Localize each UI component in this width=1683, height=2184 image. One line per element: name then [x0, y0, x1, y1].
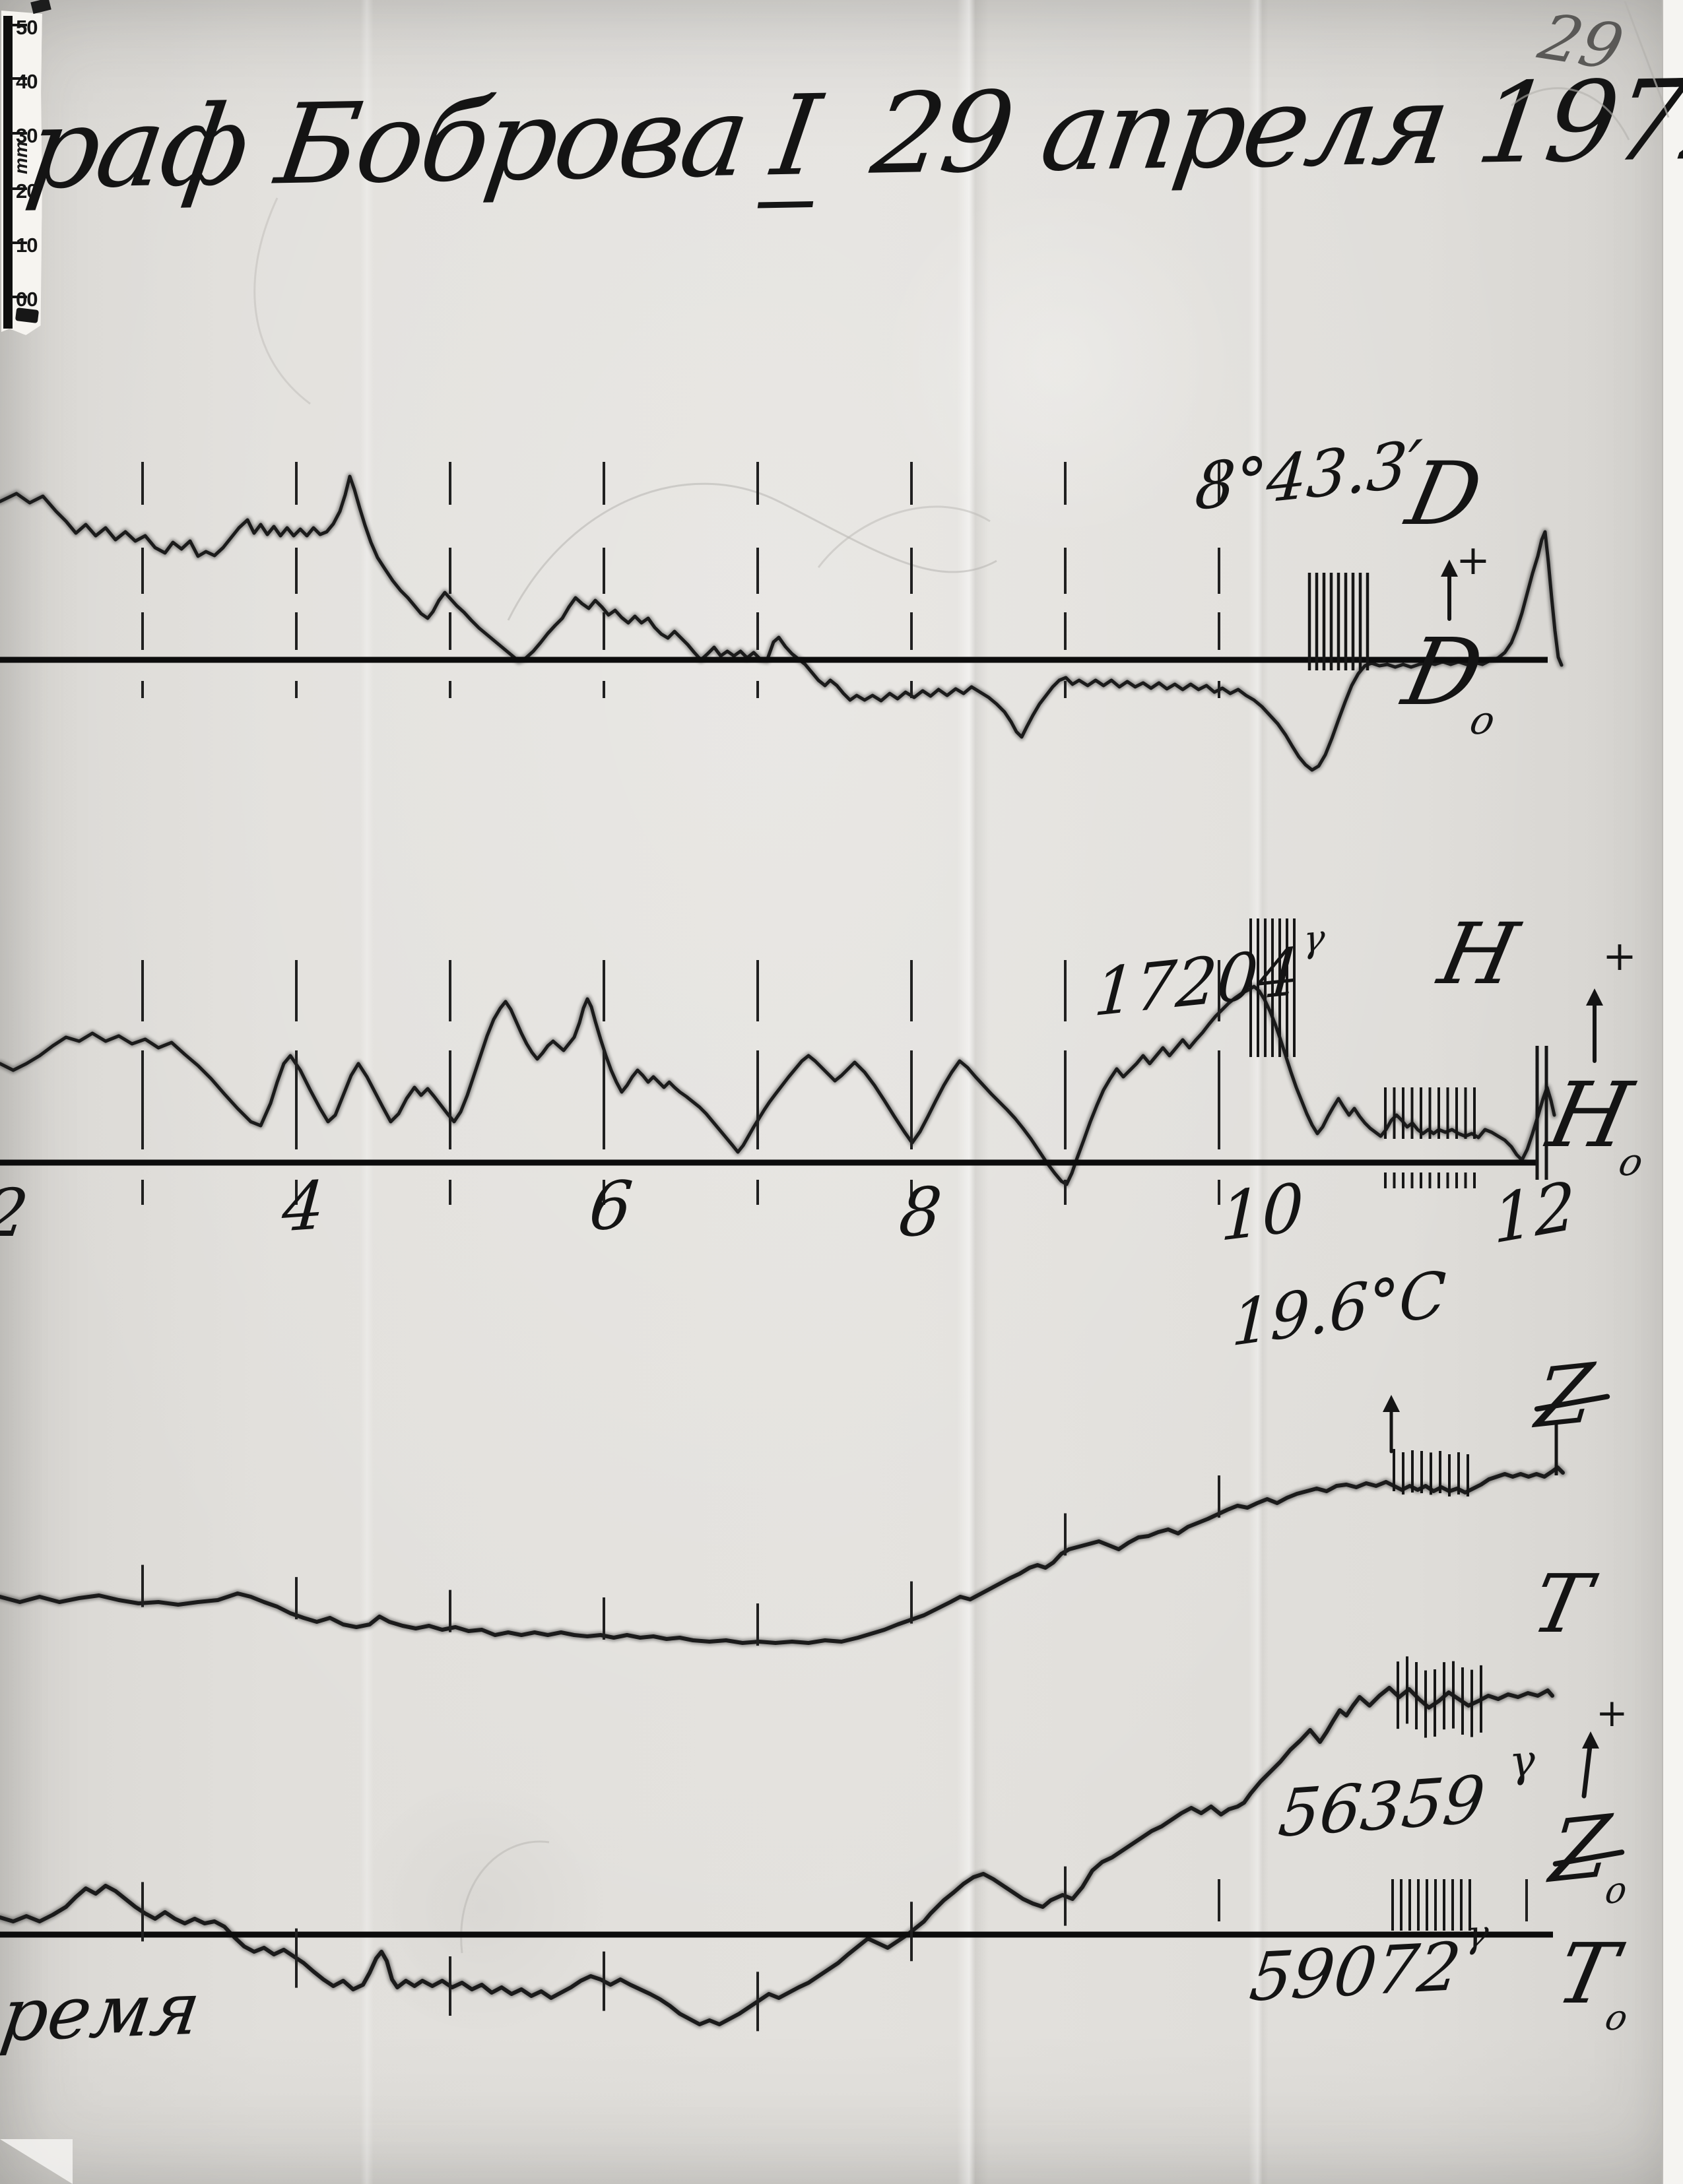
gamma-unit: γ — [1302, 916, 1327, 961]
ruler-tick — [11, 77, 27, 80]
corner-crease — [1624, 1, 1670, 118]
ruler-tick-label: 20 — [16, 179, 38, 203]
trace-D — [0, 474, 1564, 772]
trace-T — [0, 1686, 1554, 2026]
hour-label-10: 10 — [1219, 1168, 1305, 1257]
h-plus-sign: + — [1602, 932, 1637, 980]
z0-plus-sign: + — [1596, 1690, 1628, 1735]
ruler-tick — [11, 296, 27, 298]
d-plus-sign: + — [1456, 536, 1490, 584]
mm-ruler: 50 40 30 20 10 00 mm — [1, 11, 42, 335]
ruler-tick-label: 50 — [16, 16, 38, 39]
ruler-tick-label: 00 — [16, 288, 38, 311]
trace-H-halo — [0, 983, 1558, 1188]
t-zero-value: 59072γ — [1245, 1911, 1492, 2016]
gamma-unit: γ — [1507, 1735, 1537, 1787]
trace-H — [0, 984, 1556, 1186]
arrow-head — [1383, 1395, 1400, 1412]
z-zero-value: 56359 — [1274, 1762, 1489, 1853]
hour-label-4: 4 — [279, 1166, 327, 1247]
ruler-tick-label: 40 — [16, 70, 38, 93]
arrow-head — [1586, 988, 1603, 1006]
trace-Z-halo — [0, 1463, 1567, 1647]
ruler-tick — [11, 24, 27, 26]
arrow-shaft — [1581, 1738, 1593, 1799]
ruler-tick-label: 10 — [16, 234, 38, 257]
hour-label-8: 8 — [896, 1172, 945, 1252]
hour-label-12: 12 — [1492, 1166, 1577, 1260]
ruler-tick — [11, 241, 27, 244]
ruler-tick — [11, 187, 27, 190]
z-trace-label: Z — [1531, 1345, 1598, 1447]
time-axis-label: время — [0, 1966, 206, 2059]
trace-D-halo — [0, 473, 1565, 773]
ruler-black-bar — [3, 16, 13, 329]
hour-label-6: 6 — [585, 1166, 636, 1246]
scan-edge-strip — [1662, 0, 1683, 2184]
ruler-tick-label: 30 — [16, 124, 38, 147]
ruler-tick — [11, 132, 27, 135]
arrow-head — [1582, 1731, 1599, 1749]
arrow-head — [1441, 560, 1458, 577]
pencil-scribbles — [253, 1, 1670, 1954]
